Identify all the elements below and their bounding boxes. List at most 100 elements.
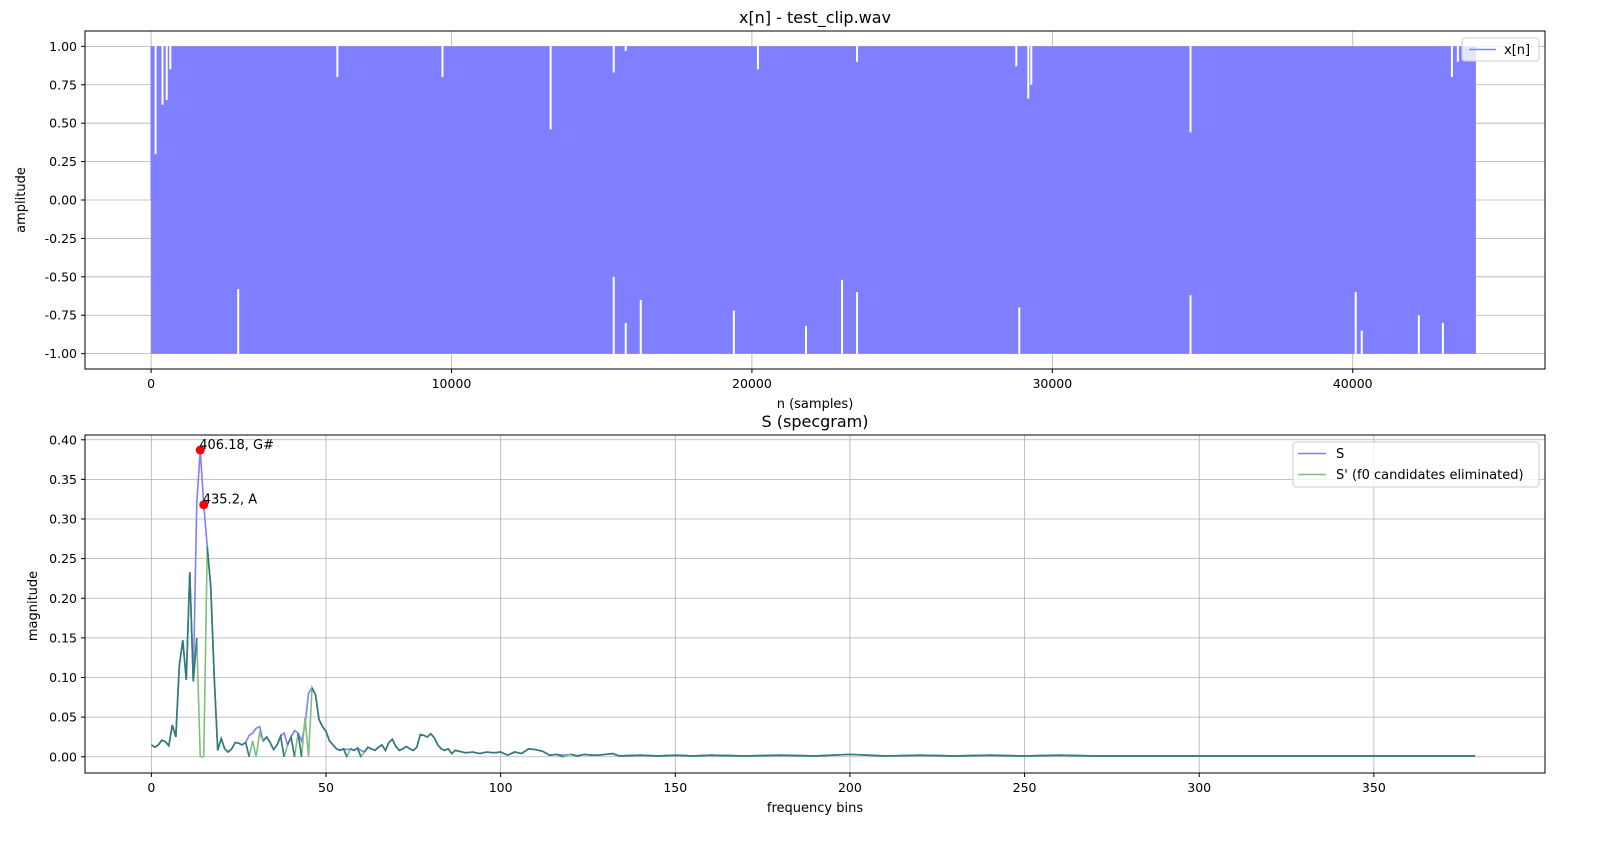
x-tick-label: 300 (1187, 780, 1211, 795)
peak-label: 406.18, G# (199, 438, 274, 453)
peak-marker (195, 445, 205, 455)
y-tick-label: -1.00 (45, 346, 77, 361)
y-tick-label: -0.75 (45, 308, 77, 323)
waveform-gap (612, 45, 615, 73)
x-tick-label: 100 (489, 780, 513, 795)
y-tick-label: 0.40 (49, 432, 77, 447)
waveform-gap (165, 45, 168, 101)
waveform-legend-box (1461, 37, 1540, 62)
spectrum-y-ticks: 0.00 0.05 0.10 0.15 0.20 0.25 0.30 0.35 0.40 (49, 432, 85, 764)
spectrum-legend-box (1292, 441, 1540, 488)
x-tick-label: 50 (318, 780, 334, 795)
spectrum-legend: S S' (f0 candidates eliminated) (1292, 441, 1540, 488)
waveform-gap (441, 45, 444, 78)
waveform-gap (1456, 45, 1459, 62)
waveform-gap (1450, 45, 1453, 78)
spectrum-axes: S (specgram) 406.18, G# 435.2, A 0 50 100 15… (26, 412, 1546, 816)
series-s-line (150, 450, 1476, 757)
waveform-gap (856, 292, 859, 355)
x-tick-label: 30000 (1032, 376, 1072, 391)
y-tick-label: -0.25 (45, 231, 77, 246)
spectrum-marks: 406.18, G# 435.2, A (150, 438, 1476, 759)
waveform-gap (804, 325, 807, 355)
peak-marker (199, 500, 209, 510)
spectrum-legend-label-s: S (1336, 447, 1344, 462)
waveform-marks (150, 45, 1476, 355)
y-tick-label: 0.00 (49, 749, 77, 764)
series-overlap-line (262, 733, 285, 757)
waveform-gap (154, 45, 157, 154)
series-overlap-line (363, 732, 564, 758)
waveform-gap (1417, 315, 1420, 355)
x-tick-label: 0 (147, 780, 155, 795)
series-overlap-line (297, 732, 303, 757)
waveform-gap (1027, 45, 1030, 99)
x-tick-label: 20000 (732, 376, 772, 391)
waveform-gap (1354, 292, 1357, 355)
x-tick-label: 200 (838, 780, 862, 795)
series-overlap-line (570, 752, 1476, 757)
waveform-gap (841, 279, 844, 355)
waveform-xlabel: n (samples) (777, 397, 854, 412)
waveform-y-ticks: -1.00 -0.75 -0.50 -0.25 0.00 0.25 0.50 0.75 1.00 (45, 39, 85, 361)
spectrum-title: S (specgram) (762, 412, 869, 431)
waveform-gap (1015, 45, 1018, 67)
waveform-gap (336, 45, 339, 78)
x-tick-label: 0 (147, 376, 155, 391)
waveform-gap (756, 45, 759, 70)
series-overlap-line (286, 734, 296, 757)
waveform-gap (161, 45, 164, 105)
y-tick-label: 0.05 (49, 710, 77, 725)
x-tick-label: 350 (1362, 780, 1386, 795)
waveform-title: x[n] - test_clip.wav (739, 8, 891, 28)
waveform-gap (624, 322, 627, 355)
waveform-legend-label: x[n] (1504, 43, 1530, 58)
y-tick-label: 0.00 (49, 193, 77, 208)
waveform-gap (1189, 295, 1192, 355)
y-tick-label: 0.35 (49, 472, 77, 487)
waveform-gap (1441, 322, 1444, 355)
waveform-gap (639, 299, 642, 355)
x-tick-label: 150 (663, 780, 687, 795)
waveform-gap (237, 289, 240, 355)
waveform-gap (169, 45, 172, 70)
waveform-gap (856, 45, 859, 62)
waveform-gap (1360, 330, 1363, 355)
spectrum-ylabel: magnitude (26, 571, 41, 641)
spectrum-xlabel: frequency bins (767, 801, 863, 816)
y-tick-label: 1.00 (49, 39, 77, 54)
series-overlap-line (150, 572, 198, 749)
series-s-prime-line (150, 546, 1476, 759)
y-tick-label: 0.20 (49, 591, 77, 606)
series-overlap-line (206, 546, 250, 757)
y-tick-label: 0.10 (49, 670, 77, 685)
waveform-gap (1030, 45, 1033, 85)
waveform-gap (612, 276, 615, 355)
spectrum-plot-frame (84, 434, 1546, 774)
y-tick-label: 0.30 (49, 512, 77, 527)
waveform-ylabel: amplitude (14, 167, 29, 233)
spectrum-grid (85, 435, 1545, 773)
spectrum-x-ticks: 0 50 100 150 200 250 300 350 (147, 773, 1386, 795)
series-overlap-line (350, 746, 362, 758)
spectrum-legend-label-s-prime: S' (f0 candidates eliminated) (1336, 468, 1524, 483)
waveform-x-ticks: 0 10000 20000 30000 40000 (147, 369, 1373, 391)
waveform-gap (732, 310, 735, 355)
x-tick-label: 10000 (432, 376, 472, 391)
y-tick-label: 0.25 (49, 154, 77, 169)
series-overlap-line (311, 687, 348, 758)
peak-label: 435.2, A (203, 493, 257, 508)
x-tick-label: 250 (1013, 780, 1037, 795)
waveform-gap (624, 45, 627, 51)
waveform-gap (549, 45, 552, 130)
y-tick-label: 0.75 (49, 77, 77, 92)
y-tick-label: 0.25 (49, 551, 77, 566)
waveform-gap (1189, 45, 1192, 133)
y-tick-label: 0.50 (49, 116, 77, 131)
y-tick-label: -0.50 (45, 269, 77, 284)
y-tick-label: 0.15 (49, 630, 77, 645)
waveform-signal-band (151, 46, 1476, 354)
waveform-axes: x[n] - test_clip.wav 0 10000 20000 30000 400… (14, 8, 1546, 412)
waveform-legend: x[n] (1461, 37, 1540, 62)
